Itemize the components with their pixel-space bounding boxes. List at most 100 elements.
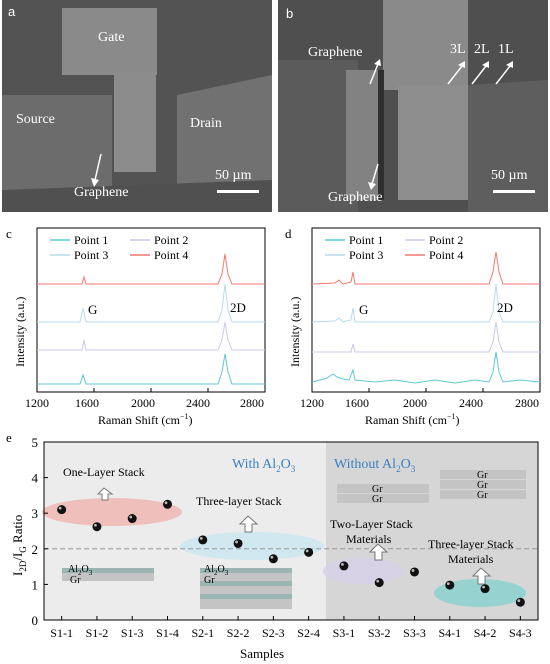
layer-label-1l: 1L — [498, 42, 514, 57]
legend-c-point3: Point 3 — [74, 248, 108, 262]
up-arrow-icon-s4 — [471, 567, 492, 585]
xtick-c-2400: 2400 — [186, 396, 210, 410]
data-point-s4-2 — [480, 584, 490, 594]
scale-label-b: 50 µm — [491, 168, 528, 183]
ylabel-d: Intensity (a.u.) — [288, 297, 302, 367]
xtick-label-e: S3-2 — [368, 626, 391, 640]
layer-label-3l: 3L — [450, 42, 466, 57]
x-ticks-c: 1200 1600 2000 2400 2800 — [25, 388, 266, 410]
data-point-highlight — [376, 579, 380, 583]
svg-text:Gr: Gr — [372, 494, 383, 505]
xtick-d-2800: 2800 — [515, 396, 539, 410]
data-point-highlight — [94, 523, 97, 527]
data-point-highlight — [270, 555, 274, 559]
xtick-c-2800: 2800 — [240, 396, 264, 410]
stack-schematic-s1: Al2O3 Gr — [62, 564, 154, 586]
data-point-highlight — [411, 569, 415, 572]
raman-chart-d: d Point 1 Point 2 Point 3 Point 4 G 2D 1… — [285, 226, 541, 427]
data-point-highlight — [341, 562, 344, 566]
gate-label: Gate — [98, 30, 125, 45]
data-point-s1-4 — [163, 499, 172, 509]
svg-text:Gr: Gr — [477, 470, 488, 481]
ytick-label-e: 1 — [32, 577, 39, 592]
legend-d-point3: Point 3 — [349, 248, 383, 262]
data-point-s2-2 — [233, 538, 243, 548]
ellipse-s3 — [323, 558, 403, 584]
arrow-icon-layers — [447, 61, 513, 85]
data-point-s3-1 — [339, 561, 349, 571]
panel-label-e: e — [6, 430, 12, 445]
svg-text:Gr: Gr — [70, 575, 81, 586]
ylabel-e: I2D/IG Ratio — [10, 515, 28, 576]
ellipse-s1 — [42, 498, 182, 526]
xtick-d-2000: 2000 — [403, 396, 427, 410]
data-point-highlight — [164, 501, 168, 505]
sem-image-a: a Gate Source Drain Graphene 50 µm — [2, 0, 272, 212]
arrow-icon-graphene-b-top — [369, 59, 381, 85]
sem-device-b — [278, 0, 548, 212]
xtick-label-e: S2-4 — [297, 626, 320, 640]
xtick-d-1200: 1200 — [300, 396, 324, 410]
data-point-s1-3 — [127, 514, 137, 524]
ytick-label-e: 4 — [32, 471, 39, 486]
data-points-e — [57, 499, 525, 607]
label-three-layer-stack-materials: Three-layer Stack — [428, 537, 514, 551]
legend-c: Point 1 Point 2 Point 3 Point 4 — [50, 233, 188, 262]
x-ticks-e: S1-1 S1-2 S1-3 S1-4 S2-1 S2-2 S2-3 S2-4 S3-1 S3-2… — [50, 616, 532, 640]
scale-label-a: 50 µm — [215, 168, 252, 183]
svg-text:Gr: Gr — [477, 480, 488, 491]
spectrum-c-point3 — [37, 283, 265, 323]
svg-text:Gr: Gr — [372, 484, 383, 495]
source-label: Source — [16, 112, 55, 127]
xtick-label-e: S2-3 — [262, 626, 285, 640]
panel-label-d: d — [285, 226, 292, 241]
legend-d-point2: Point 2 — [429, 233, 463, 247]
up-arrow-icon-s3 — [368, 543, 389, 561]
xtick-label-e: S4-2 — [474, 626, 497, 640]
label-two-layer-materials: Materials — [346, 532, 392, 546]
peak-label-d-g: G — [359, 302, 368, 317]
data-point-s4-1 — [445, 580, 455, 590]
up-arrow-icon-s1 — [96, 487, 114, 501]
peak-label-c-g: G — [88, 302, 97, 317]
svg-text:Gr: Gr — [204, 575, 215, 586]
xtick-d-1600: 1600 — [345, 396, 369, 410]
panel-label-a: a — [8, 4, 16, 19]
sem-image-b: b Graphene 3L 2L 1L Graphene 50 µm — [278, 0, 548, 212]
ylabel-c: Intensity (a.u.) — [13, 297, 27, 367]
graphene-label-b-bottom: Graphene — [328, 190, 383, 205]
xtick-label-e: S1-3 — [121, 626, 144, 640]
arrow-icon-graphene-b-bottom — [368, 163, 379, 190]
spectrum-c-point2 — [37, 321, 265, 351]
legend-c-point2: Point 2 — [154, 233, 188, 247]
ratio-chart-e: e 0 1 2 3 4 5 S1-1 S1-2 S1-3 S1-4 S2-1 S2-2 S2-3 S2-… — [6, 430, 539, 661]
plot-frame-e — [43, 441, 539, 621]
label-three-layer-stack: Three-layer Stack — [196, 494, 282, 508]
svg-text:Gr: Gr — [477, 490, 488, 501]
xtick-label-e: S3-1 — [333, 626, 356, 640]
data-point-highlight — [199, 537, 203, 540]
spectrum-d-point2 — [312, 321, 540, 353]
ytick-label-e: 5 — [32, 435, 39, 450]
xtick-label-e: S4-3 — [509, 626, 532, 640]
xlabel-d: Raman Shift (cm−1) — [365, 412, 460, 427]
label-three-layer-materials: Materials — [448, 552, 494, 566]
xtick-c-1200: 1200 — [25, 396, 49, 410]
drain-label: Drain — [190, 116, 222, 131]
xtick-label-e: S1-2 — [86, 626, 109, 640]
panel-label-b: b — [286, 6, 294, 21]
data-point-highlight — [305, 549, 309, 553]
legend-c-point1: Point 1 — [74, 233, 108, 247]
data-point-s2-1 — [198, 535, 208, 545]
panel-label-c: c — [6, 226, 12, 241]
xtick-label-e: S4-1 — [438, 626, 461, 640]
legend-d-point4: Point 4 — [429, 248, 463, 262]
data-point-highlight — [517, 599, 521, 603]
xlabel-c: Raman Shift (cm−1) — [98, 412, 193, 427]
ytick-label-e: 2 — [32, 542, 39, 557]
stack-schematic-s4: Gr Gr Gr — [440, 470, 526, 501]
legend-c-point4: Point 4 — [154, 248, 188, 262]
stack-schematic-s2: Al2O3 Gr — [200, 564, 292, 609]
spectrum-d-point1 — [311, 351, 541, 384]
ytick-label-e: 3 — [32, 506, 39, 521]
